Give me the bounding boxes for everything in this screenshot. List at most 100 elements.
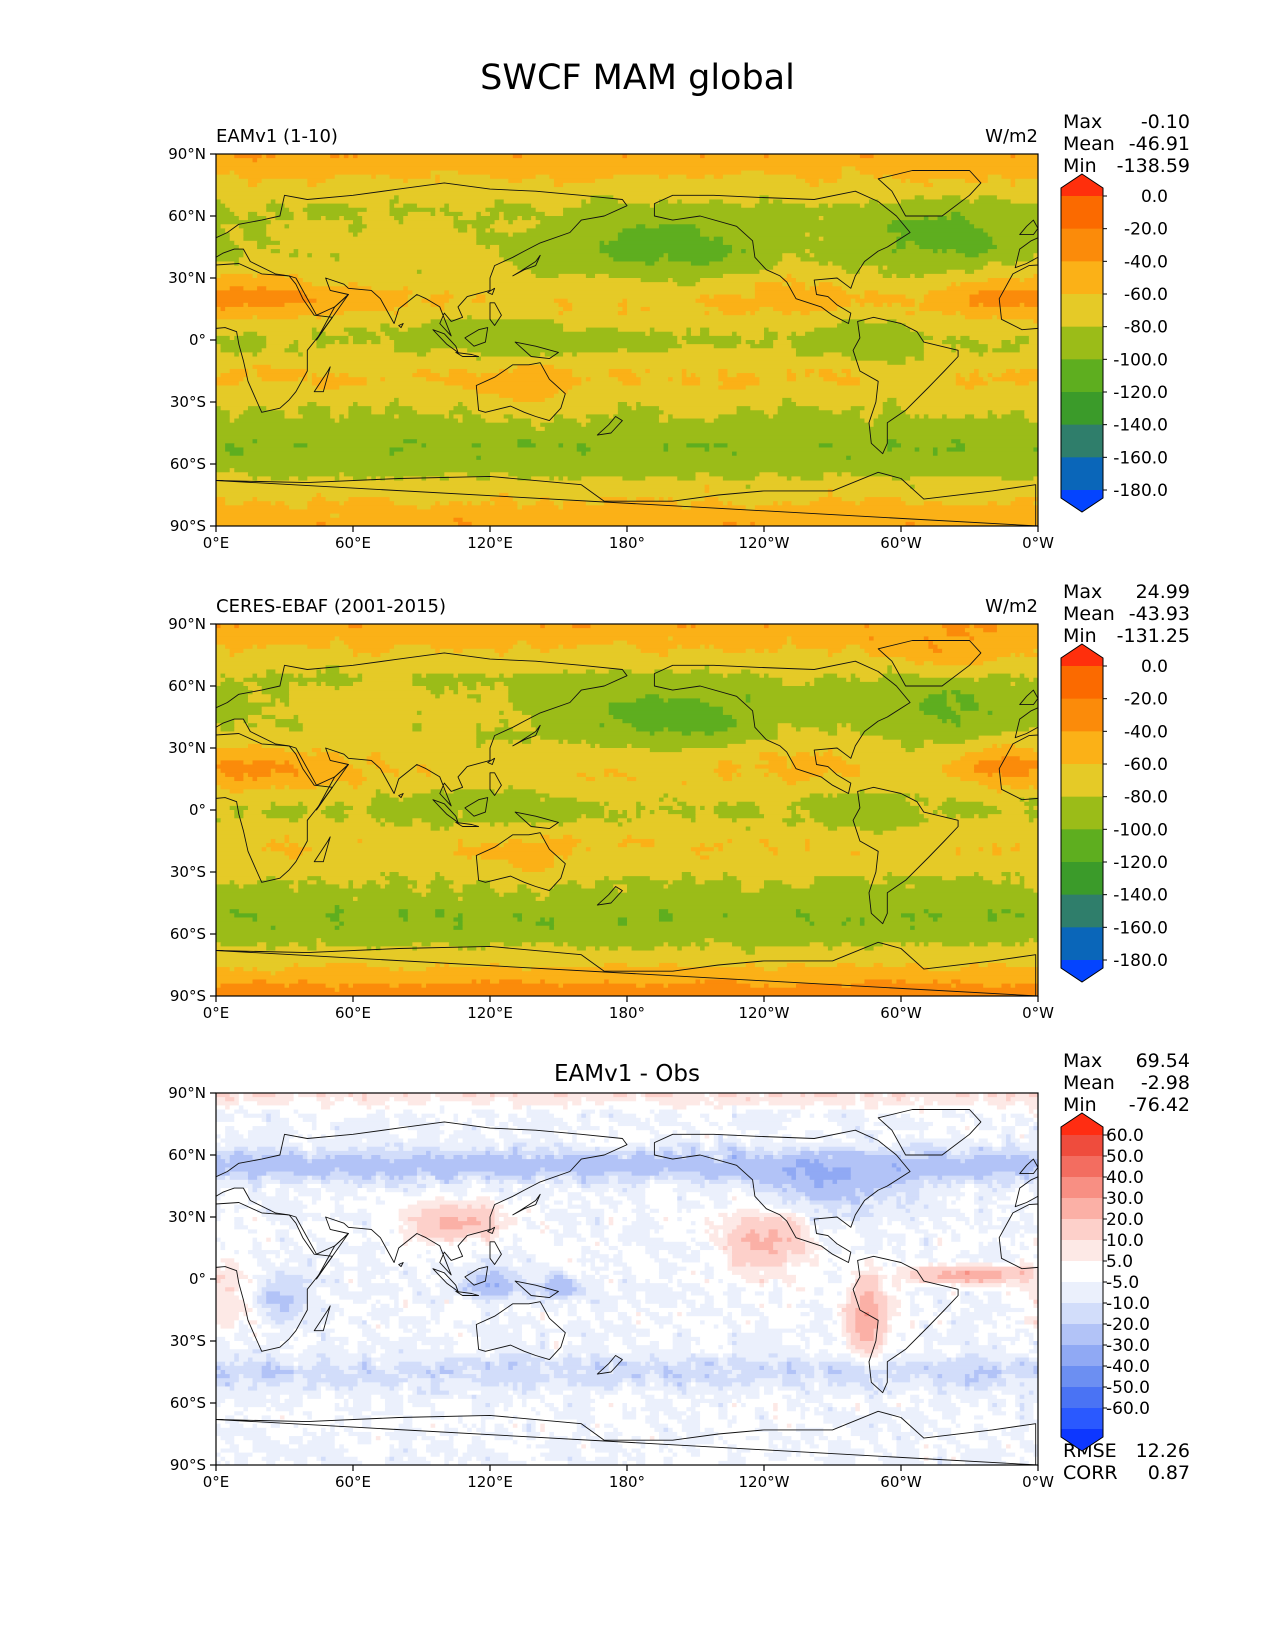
field-cell — [494, 1221, 518, 1226]
field-cell — [247, 373, 258, 378]
field-cell — [216, 191, 1038, 196]
field-cell — [722, 1126, 738, 1131]
field-cell — [494, 1093, 514, 1098]
field-cell — [512, 863, 555, 869]
field-cell — [677, 476, 697, 482]
field-cell — [1024, 410, 1038, 415]
field-cell — [750, 698, 925, 704]
field-cell — [850, 673, 856, 679]
field-cell — [307, 253, 313, 258]
field-cell — [636, 727, 665, 733]
field-cell — [453, 1130, 482, 1135]
field-cell — [252, 1188, 258, 1193]
colorbar-labels: 0.0-20.0-40.0-60.0-80.0-100.0-120.0-140.… — [1103, 657, 1168, 971]
field-cell — [247, 1134, 295, 1140]
field-cell — [704, 946, 742, 952]
field-cell — [216, 273, 222, 279]
field-cell — [873, 1196, 888, 1202]
field-cell — [663, 698, 669, 704]
field-cell — [704, 979, 738, 985]
field-cell — [553, 393, 1038, 399]
field-cell — [220, 1188, 249, 1193]
field-cell — [439, 872, 683, 877]
field-cell — [709, 1217, 724, 1222]
field-cell — [631, 368, 646, 374]
field-cell — [321, 1188, 327, 1193]
field-cell — [923, 739, 934, 745]
field-cell — [782, 1188, 788, 1193]
field-cell — [229, 652, 235, 658]
field-cell — [216, 793, 377, 799]
field-cell — [517, 476, 532, 482]
field-cell — [298, 1130, 336, 1135]
field-cell — [964, 1134, 998, 1140]
field-cell — [407, 298, 423, 304]
field-cell — [955, 814, 961, 819]
field-cell — [960, 690, 1038, 695]
field-cell — [686, 1155, 710, 1160]
field-cell — [394, 501, 436, 506]
field-cell — [627, 962, 660, 968]
field-cell — [229, 468, 235, 473]
field-cell — [604, 876, 610, 881]
field-cell — [923, 801, 929, 807]
field-cell — [1019, 1183, 1030, 1189]
field-cell — [663, 884, 669, 890]
colorbar-tick-label: -120.0 — [1113, 383, 1168, 403]
field-cell — [334, 1204, 345, 1210]
field-cell — [955, 1254, 1021, 1259]
field-cell — [581, 739, 587, 745]
field-cell — [928, 1229, 943, 1235]
field-cell — [558, 1188, 569, 1193]
field-cell — [905, 501, 925, 506]
field-cell — [690, 505, 747, 511]
field-cell — [960, 723, 1038, 728]
field-cell — [960, 1130, 1003, 1135]
field-cell — [677, 199, 683, 205]
field-cell — [375, 880, 391, 885]
field-cell — [567, 1105, 610, 1111]
panel-left-title: EAMv1 (1-10) — [216, 126, 338, 147]
field-cell — [608, 1130, 619, 1135]
field-cell — [298, 673, 304, 679]
field-cell — [599, 1113, 610, 1119]
field-cell — [298, 348, 395, 353]
field-cell — [389, 402, 400, 407]
field-cell — [987, 917, 998, 923]
field-cell — [494, 1121, 500, 1127]
field-cell — [700, 377, 719, 382]
colorbar-tick-label: -180.0 — [1113, 481, 1168, 501]
field-cell — [636, 402, 642, 407]
field-cell — [572, 302, 619, 308]
field-cell — [640, 810, 651, 815]
field-cell — [216, 174, 240, 180]
field-cell — [266, 207, 290, 213]
field-cell — [974, 872, 980, 877]
field-cell — [800, 257, 1035, 263]
field-cell — [859, 381, 957, 387]
field-cell — [887, 1237, 907, 1243]
field-cell — [512, 261, 646, 267]
field-cell — [421, 1175, 427, 1181]
field-cell — [216, 340, 267, 345]
field-cell — [553, 1192, 569, 1197]
field-cell — [298, 888, 413, 894]
field-cell — [649, 1179, 655, 1185]
field-cell — [243, 648, 354, 654]
field-cell — [316, 1117, 345, 1123]
field-cell — [754, 476, 788, 482]
field-cell — [613, 1188, 624, 1193]
field-cell — [590, 1200, 601, 1206]
field-cell — [736, 1146, 747, 1152]
field-cell — [252, 158, 258, 163]
field-cell — [891, 273, 898, 279]
field-cell — [914, 1254, 934, 1259]
field-cell — [284, 302, 409, 308]
field-cell — [1001, 1183, 1012, 1189]
field-cell — [759, 1200, 783, 1206]
field-cell — [622, 1254, 651, 1259]
field-cell — [745, 962, 756, 968]
field-cell — [289, 476, 299, 482]
field-cell — [216, 1093, 231, 1098]
field-cell — [334, 1208, 345, 1214]
